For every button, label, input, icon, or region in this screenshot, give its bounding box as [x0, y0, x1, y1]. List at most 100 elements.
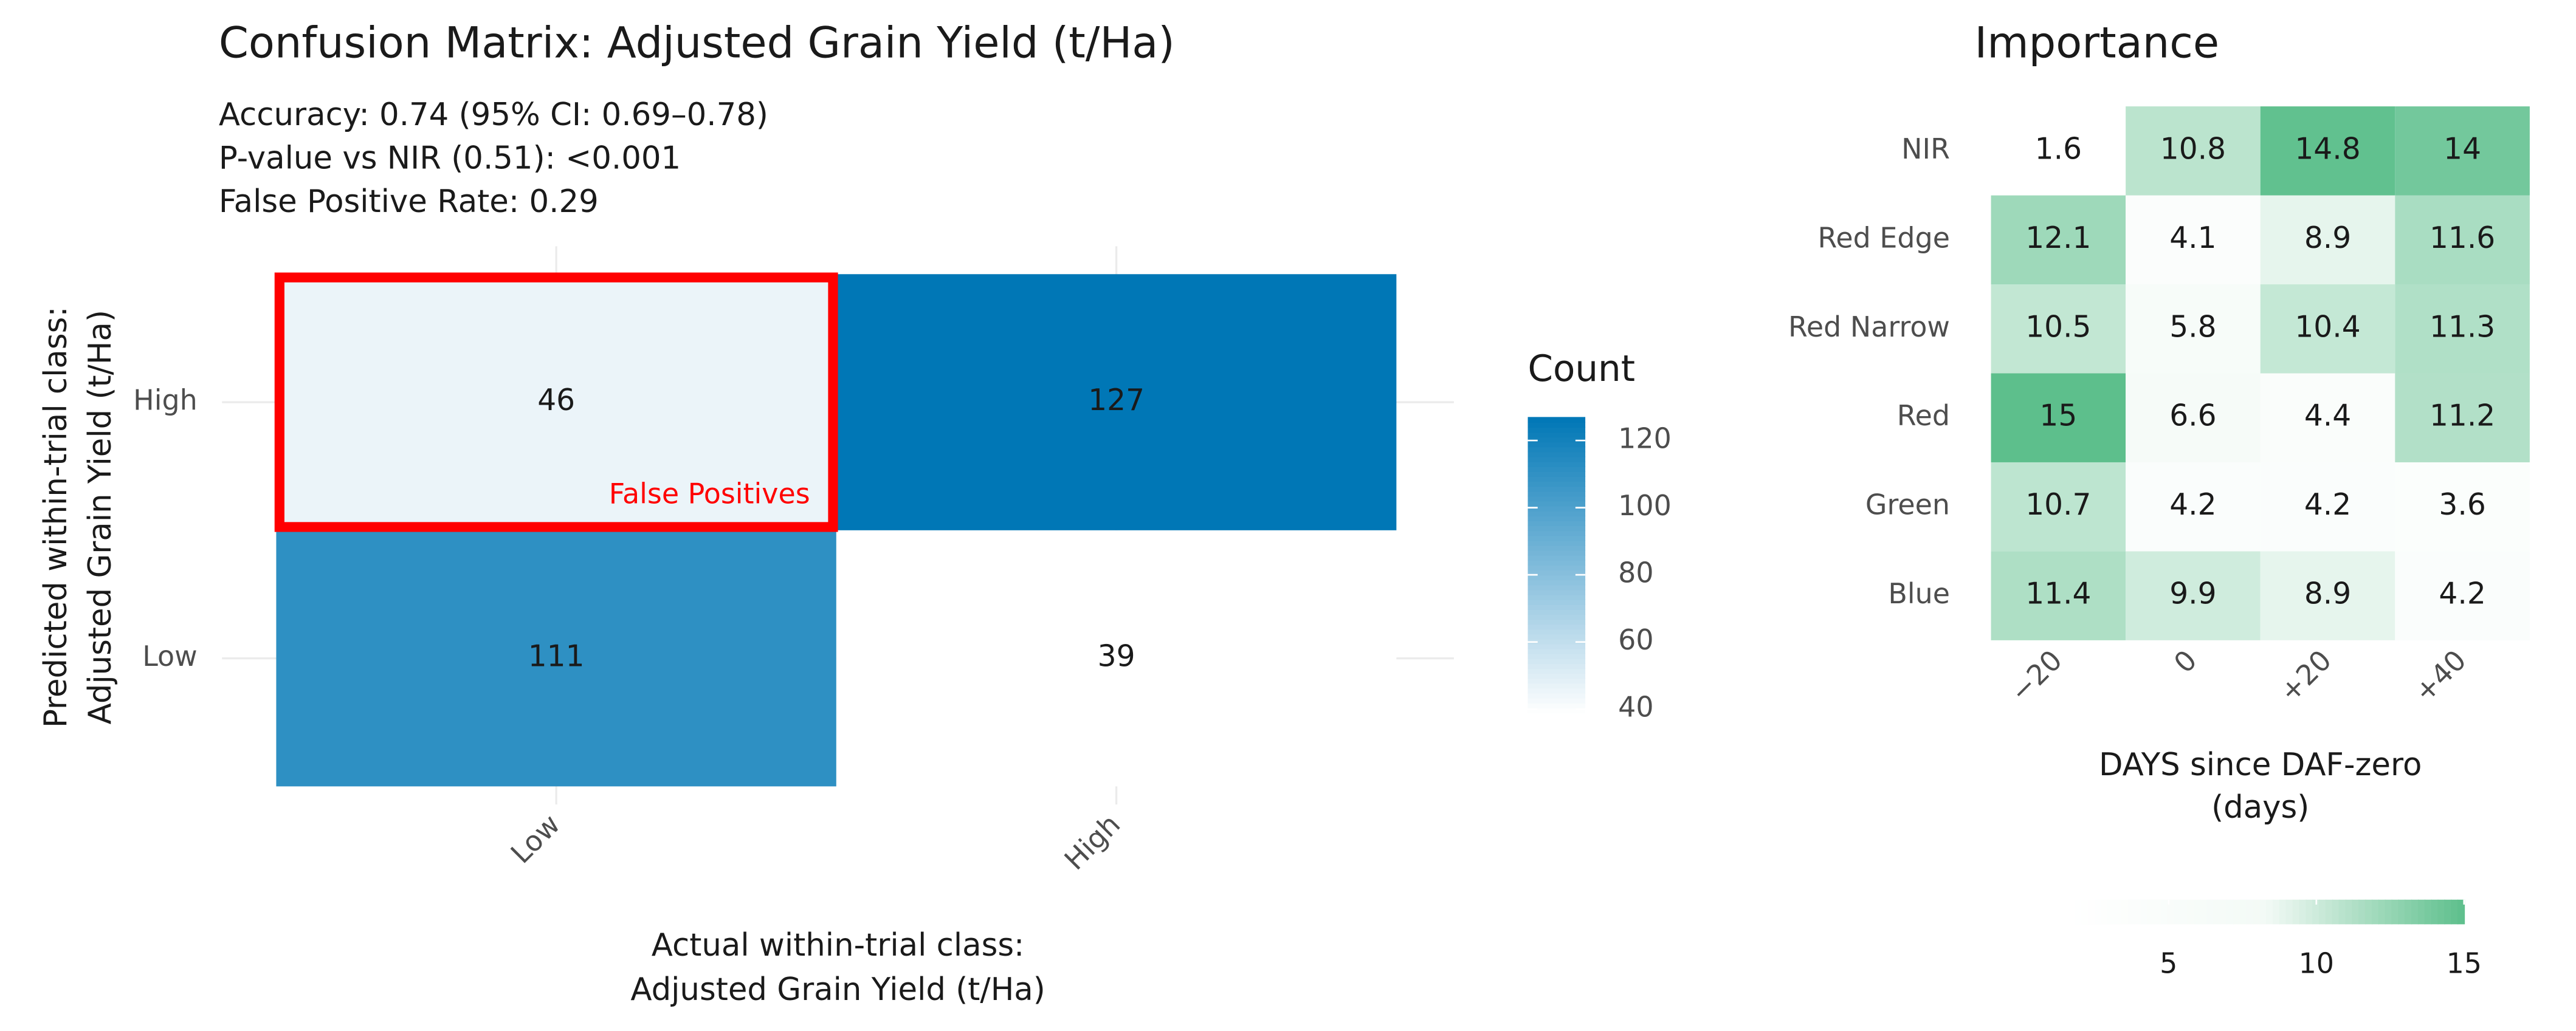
- colorbar-segment: [1527, 476, 1586, 482]
- heat-cell: [2260, 462, 2395, 552]
- colorbar-segment: [2273, 899, 2281, 925]
- cell-label: 4.4: [2304, 399, 2351, 433]
- colorbar-segment: [1527, 569, 1586, 576]
- x-axis-label: Adjusted Grain Yield (t/Ha): [630, 971, 1045, 1008]
- heat-cell: [2126, 462, 2261, 552]
- heat-cell: [2395, 462, 2530, 552]
- y-tick-label: High: [133, 384, 198, 417]
- chart-title: Importance: [1975, 18, 2220, 68]
- colorbar-segment: [2180, 899, 2188, 925]
- colorbar-segment: [1527, 678, 1586, 684]
- heat-cell: [2260, 373, 2395, 462]
- x-tick-label: 0: [2168, 643, 2203, 679]
- colorbar-segment: [1527, 574, 1586, 581]
- y-tick-label: Blue: [1888, 577, 1950, 610]
- colorbar-segment: [1527, 466, 1586, 472]
- heat-cell: [1991, 284, 2126, 374]
- colorbar-segment: [2285, 899, 2293, 925]
- legend-tick-label: 5: [2160, 947, 2177, 979]
- colorbar-segment: [1527, 540, 1586, 546]
- highlight-box: [274, 272, 838, 532]
- colorbar-segment: [2226, 899, 2234, 925]
- heat-cell: [276, 530, 836, 787]
- colorbar-segment: [2398, 899, 2406, 925]
- legend-tick-label: 10: [2299, 947, 2334, 979]
- heat-cell: [1991, 551, 2126, 640]
- colorbar-segment: [2134, 899, 2142, 925]
- heat-cell: [2395, 106, 2530, 196]
- colorbar-segment: [2312, 899, 2320, 925]
- cell-label: 11.6: [2430, 221, 2495, 255]
- colorbar-segment: [1527, 653, 1586, 659]
- colorbar-segment: [2437, 899, 2445, 925]
- annotation: False Positives: [609, 478, 810, 510]
- y-axis-label: Adjusted Grain Yield (t/Ha): [82, 310, 119, 724]
- legend-tick-label: 60: [1618, 623, 1653, 656]
- colorbar-segment: [1527, 545, 1586, 551]
- colorbar-segment: [1527, 515, 1586, 521]
- colorbar-segment: [2220, 899, 2228, 925]
- colorbar-segment: [2411, 899, 2419, 925]
- colorbar-segment: [1527, 505, 1586, 512]
- cell-label: 10.4: [2295, 310, 2360, 344]
- colorbar-segment: [2068, 899, 2076, 925]
- colorbar-segment: [1527, 550, 1586, 556]
- colorbar-segment: [2154, 899, 2161, 925]
- colorbar-segment: [1527, 417, 1586, 423]
- cell-label: 4.2: [2439, 577, 2485, 611]
- colorbar-segment: [1527, 599, 1586, 605]
- colorbar-segment: [1527, 530, 1586, 536]
- colorbar-segment: [1527, 634, 1586, 640]
- colorbar-segment: [2239, 899, 2247, 925]
- colorbar-segment: [2424, 899, 2432, 925]
- colorbar-segment: [1527, 594, 1586, 600]
- cell-label: 12.1: [2025, 221, 2091, 255]
- heat-cell: [2395, 551, 2530, 640]
- y-tick-label: Red: [1897, 399, 1950, 432]
- colorbar-segment: [1527, 618, 1586, 625]
- cell-label: 10.8: [2160, 132, 2226, 166]
- cell-label: 5.8: [2169, 310, 2216, 344]
- heat-cell: [1991, 106, 2126, 196]
- x-axis-label: Actual within-trial class:: [652, 927, 1025, 964]
- heat-cell: [2395, 284, 2530, 374]
- colorbar-segment: [2391, 899, 2399, 925]
- cell-label: 15: [2039, 399, 2077, 433]
- colorbar-segment: [2417, 899, 2426, 925]
- colorbar-segment: [2299, 899, 2307, 925]
- colorbar-segment: [1527, 447, 1586, 453]
- legend-tick-label: 120: [1618, 422, 1672, 455]
- colorbar-segment: [1527, 589, 1586, 595]
- colorbar-segment: [2081, 899, 2089, 925]
- heat-cell: [1991, 373, 2126, 462]
- cell-label: 14: [2443, 132, 2481, 166]
- subtitle: Accuracy: 0.74 (95% CI: 0.69–0.78): [219, 97, 768, 133]
- y-tick-label: NIR: [1901, 132, 1950, 165]
- y-tick-label: Low: [142, 640, 197, 673]
- colorbar-segment: [1527, 688, 1586, 694]
- colorbar-segment: [2444, 899, 2452, 925]
- cell-label: 11.3: [2430, 310, 2495, 344]
- cell-label: 11.4: [2025, 577, 2091, 611]
- heat-cell: [836, 530, 1397, 787]
- colorbar-segment: [2371, 899, 2380, 925]
- cell-label: 46: [537, 383, 575, 417]
- x-tick-label: +40: [2408, 643, 2473, 708]
- colorbar-segment: [1527, 426, 1586, 433]
- y-tick-label: Red Narrow: [1788, 310, 1950, 343]
- x-axis-label: DAYS since DAF-zero: [2099, 747, 2422, 783]
- colorbar-segment: [1527, 485, 1586, 492]
- colorbar-segment: [2253, 899, 2261, 925]
- colorbar-segment: [2088, 899, 2096, 925]
- colorbar-segment: [2174, 899, 2182, 925]
- colorbar-segment: [2186, 899, 2195, 925]
- cell-label: 9.9: [2169, 577, 2216, 611]
- colorbar-segment: [1527, 648, 1586, 654]
- colorbar-segment: [2352, 899, 2360, 925]
- colorbar-segment: [2325, 899, 2333, 925]
- colorbar-segment: [2206, 899, 2214, 925]
- legend-title: Count: [1528, 348, 1636, 390]
- x-tick-label: −20: [2003, 643, 2068, 708]
- colorbar-segment: [2075, 899, 2082, 925]
- colorbar-segment: [1527, 456, 1586, 462]
